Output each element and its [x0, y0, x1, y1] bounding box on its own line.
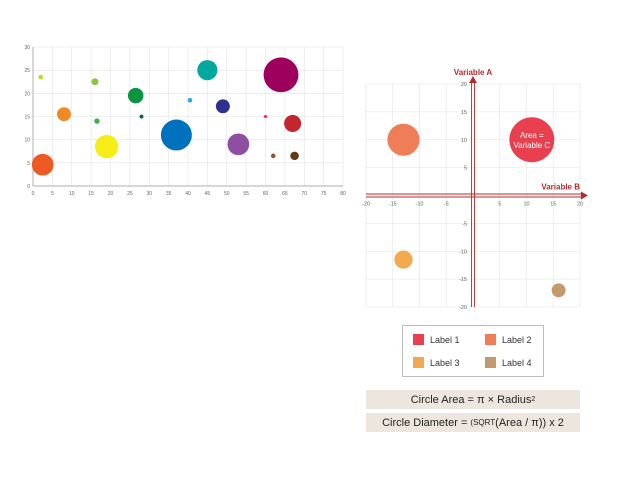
- formula-suffix: (Area / π)) x 2: [495, 416, 564, 429]
- x-tick-label: 45: [205, 191, 211, 197]
- bubble: [387, 123, 420, 156]
- x-tick-label: 60: [263, 191, 269, 197]
- bubble: [139, 114, 144, 119]
- x-tick-label: 5: [498, 202, 501, 208]
- y-tick-label: 15: [461, 110, 467, 116]
- bubble: [94, 118, 100, 124]
- x-tick-label: 70: [301, 191, 307, 197]
- x-tick-label: 55: [243, 191, 249, 197]
- x-tick-label: 75: [321, 191, 327, 197]
- x-tick-label: 20: [577, 202, 583, 208]
- legend-swatch: [413, 357, 424, 368]
- y-tick-label: 5: [27, 161, 30, 167]
- bubble: [227, 133, 250, 156]
- y-tick-label: 10: [24, 138, 30, 144]
- x-tick-label: 15: [88, 191, 94, 197]
- legend-swatch: [485, 357, 496, 368]
- bubble: [95, 134, 119, 159]
- bubble: [509, 117, 555, 163]
- x-tick-label: 5: [51, 191, 54, 197]
- formula-func: (SQRT: [470, 418, 496, 427]
- legend-item: Label 1: [413, 334, 460, 345]
- bubble: [284, 114, 302, 132]
- bubble: [31, 153, 54, 176]
- bubble: [197, 60, 218, 81]
- y-tick-label: -20: [459, 305, 467, 311]
- x-axis-title: Variable B: [541, 183, 580, 192]
- bubble: [263, 57, 299, 93]
- y-tick-label: 5: [464, 166, 467, 172]
- bubble: [270, 153, 276, 159]
- legend-item: Label 3: [413, 357, 460, 368]
- y-tick-label: 30: [24, 45, 30, 51]
- x-tick-label: 0: [32, 191, 35, 197]
- y-tick-label: 10: [461, 138, 467, 144]
- bubble: [91, 78, 99, 86]
- bubble: [290, 151, 299, 161]
- x-tick-label: -20: [362, 202, 370, 208]
- formula-exponent: 2: [531, 396, 536, 403]
- y-tick-label: -10: [459, 249, 467, 255]
- legend: Label 1 Label 2 Label 3 Label 4: [402, 325, 544, 377]
- y-tick-label: -15: [459, 277, 467, 283]
- y-tick-label: 0: [27, 184, 30, 190]
- formula-prefix: Circle Diameter =: [382, 416, 471, 429]
- x-tick-label: 35: [166, 191, 172, 197]
- bubble-label: Variable C: [513, 141, 550, 150]
- legend-label: Label 4: [502, 357, 532, 368]
- y-axis-arrow: [469, 76, 477, 83]
- formula-text: Circle Area = π × Radius: [410, 393, 532, 406]
- y-tick-label: 15: [24, 115, 30, 121]
- x-tick-label: 10: [69, 191, 75, 197]
- bubble: [57, 107, 71, 122]
- legend-label: Label 2: [502, 334, 532, 345]
- y-tick-label: 20: [24, 91, 30, 97]
- bubble: [38, 74, 44, 80]
- bubble: [160, 119, 192, 151]
- legend-item: Label 2: [485, 334, 532, 345]
- bubble: [187, 97, 193, 103]
- y-tick-label: -5: [462, 221, 467, 227]
- y-axis-title: Variable A: [454, 68, 493, 77]
- x-tick-label: 30: [146, 191, 152, 197]
- x-tick-label: 20: [108, 191, 114, 197]
- x-tick-label: 65: [282, 191, 288, 197]
- x-tick-label: 50: [224, 191, 230, 197]
- x-axis-arrow: [581, 191, 588, 200]
- x-tick-label: -15: [389, 202, 397, 208]
- bubble: [127, 87, 144, 104]
- bubble: [263, 114, 268, 119]
- bubble-label: Area =: [520, 131, 544, 140]
- x-tick-label: 80: [340, 191, 346, 197]
- x-tick-label: 15: [550, 202, 556, 208]
- legend-label: Label 1: [430, 334, 460, 345]
- bubble: [394, 250, 413, 269]
- legend-swatch: [413, 334, 424, 345]
- x-tick-label: -5: [444, 202, 449, 208]
- y-tick-label: 25: [24, 68, 30, 74]
- x-tick-label: -10: [416, 202, 424, 208]
- x-tick-label: 10: [523, 202, 529, 208]
- x-tick-label: 40: [185, 191, 191, 197]
- legend-item: Label 4: [485, 357, 532, 368]
- bubble: [551, 283, 566, 298]
- x-tick-label: 25: [127, 191, 133, 197]
- legend-label: Label 3: [430, 357, 460, 368]
- circle-diameter-formula: Circle Diameter = (SQRT (Area / π)) x 2: [366, 413, 580, 432]
- bubble: [215, 99, 230, 114]
- legend-swatch: [485, 334, 496, 345]
- circle-area-formula: Circle Area = π × Radius 2: [366, 390, 580, 409]
- y-tick-label: 20: [461, 82, 467, 88]
